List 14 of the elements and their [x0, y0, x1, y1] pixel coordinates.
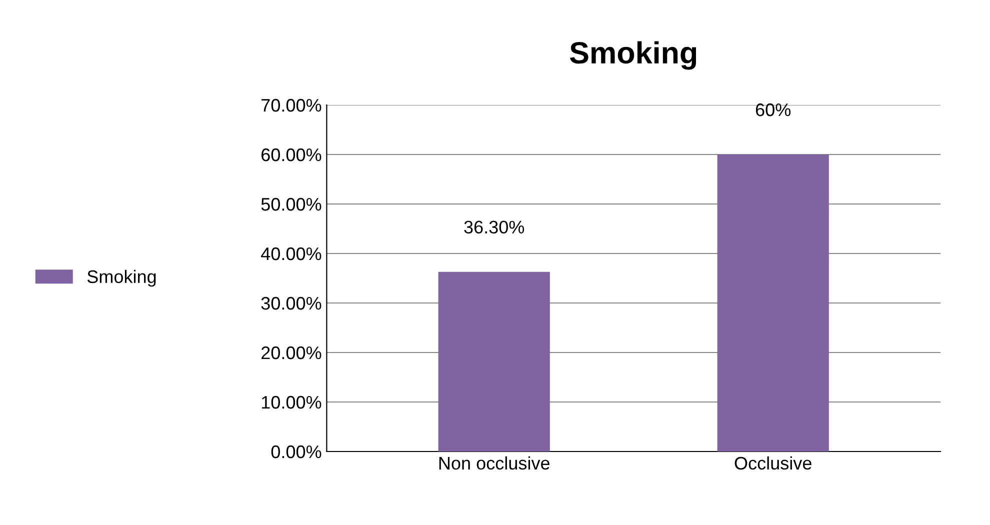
y-tick-label: 40.00% — [261, 247, 322, 260]
data-label: 60% — [756, 103, 791, 116]
y-tick-label: 70.00% — [262, 98, 322, 112]
y-tick-label: 30.00% — [261, 296, 322, 310]
y-tick-label: 0.00% — [271, 445, 322, 458]
y-tick-label: 50.00% — [261, 198, 322, 211]
y-tick-label: 60.00% — [262, 148, 322, 162]
x-tick-label: Occlusive — [734, 456, 812, 470]
chart-title: Smoking — [570, 41, 696, 70]
legend-label: Smoking — [87, 270, 156, 287]
y-tick-label: 10.00% — [262, 396, 322, 409]
y-tick-label: 20.00% — [262, 346, 322, 360]
data-label: 36.30% — [464, 220, 524, 234]
x-tick-label: Non occlusive — [439, 456, 550, 470]
